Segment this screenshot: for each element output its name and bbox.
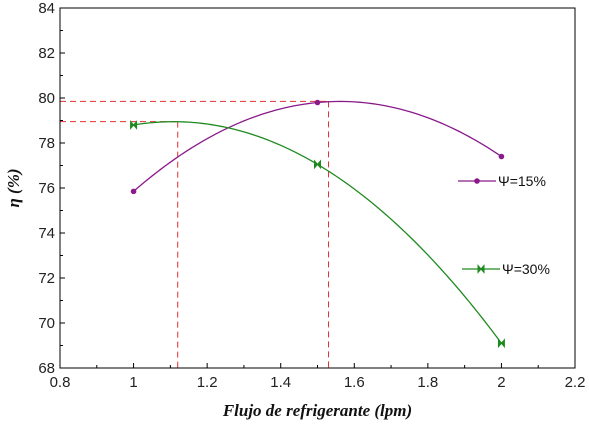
reference-lines xyxy=(60,100,330,368)
legend-marker-2 xyxy=(477,264,485,274)
x-tick-label: 1 xyxy=(129,374,137,391)
y-tick-label: 82 xyxy=(38,45,55,62)
x-tick-label: 1.6 xyxy=(344,374,365,391)
y-tick-label: 72 xyxy=(38,270,55,287)
x-tick-label: 1.4 xyxy=(270,374,291,391)
data-point xyxy=(314,159,321,170)
y-tick-label: 76 xyxy=(38,180,55,197)
series-markers xyxy=(130,99,505,349)
y-tick-label: 68 xyxy=(38,360,55,377)
legend-label-1: Ψ=15% xyxy=(498,173,546,189)
axis-ticks: 0.8 1 1.2 1.4 1.6 1.8 2 2.2 68 70 72 74 76 78 80 82 84 xyxy=(38,0,585,391)
series-curves xyxy=(133,100,502,344)
y-tick-label: 70 xyxy=(38,315,55,332)
series-line-1 xyxy=(133,100,502,192)
y-tick-label: 84 xyxy=(38,0,55,17)
data-point xyxy=(130,188,137,195)
x-tick-label: 2 xyxy=(497,374,505,391)
y-tick-label: 78 xyxy=(38,135,55,152)
x-axis-title: Flujo de refrigerante (lpm) xyxy=(222,401,412,420)
data-point xyxy=(314,99,321,106)
data-point xyxy=(498,153,505,160)
x-tick-label: 2.2 xyxy=(565,374,586,391)
x-tick-label: 1.2 xyxy=(197,374,218,391)
legend: Ψ=15% Ψ=30% xyxy=(458,173,550,277)
data-point xyxy=(497,338,505,349)
x-tick-label: 0.8 xyxy=(50,374,71,391)
series-line-2 xyxy=(133,121,502,344)
legend-marker-1 xyxy=(474,178,480,184)
x-tick-label: 1.8 xyxy=(417,374,438,391)
legend-label-2: Ψ=30% xyxy=(502,261,550,277)
y-axis-title: η (%) xyxy=(4,168,23,207)
y-tick-label: 74 xyxy=(38,225,55,242)
data-point xyxy=(130,120,138,130)
y-tick-label: 80 xyxy=(38,90,55,107)
